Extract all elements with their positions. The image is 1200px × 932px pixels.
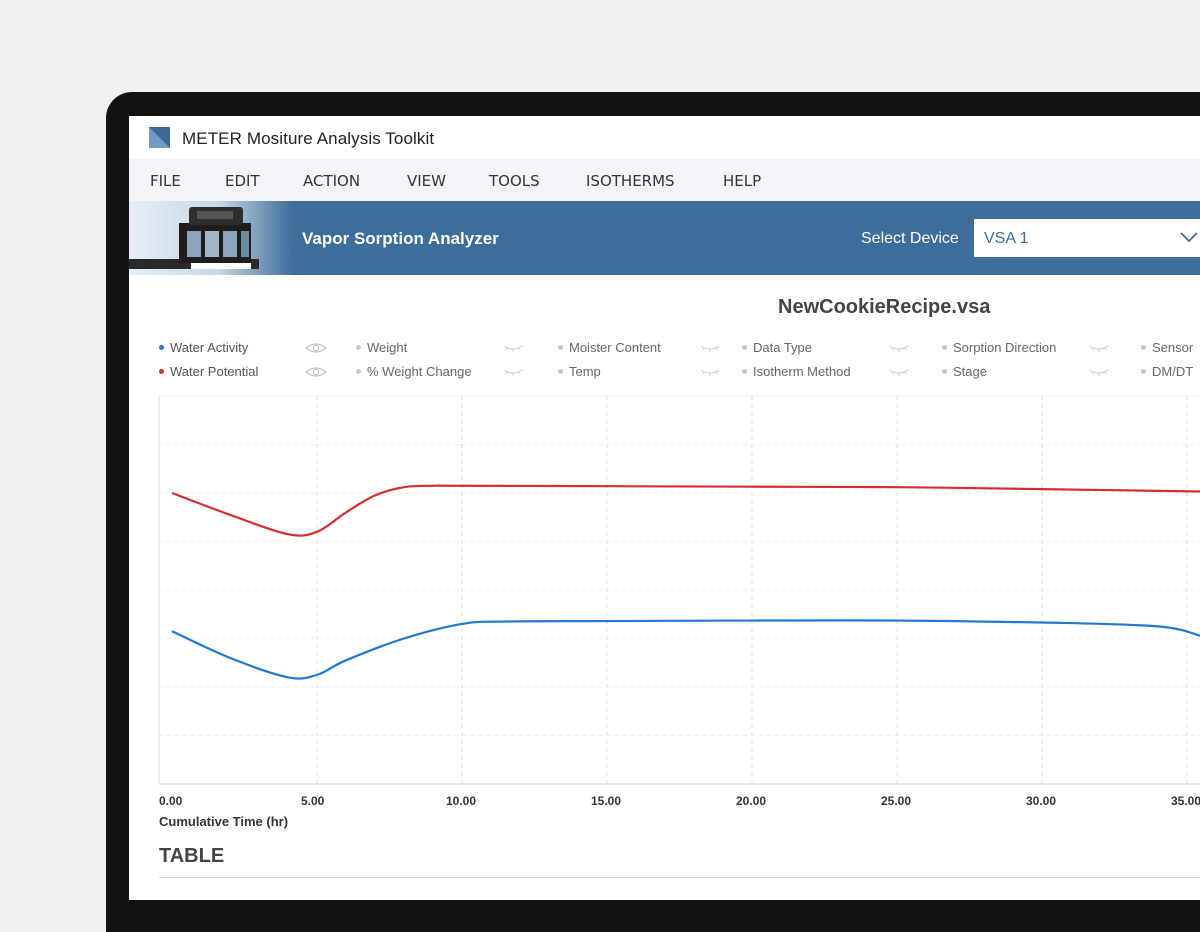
series-line-water-potential (171, 484, 1200, 537)
eye-closed-icon[interactable] (1088, 365, 1110, 379)
x-tick-label: 15.00 (591, 794, 622, 808)
document-title: NewCookieRecipe.vsa (778, 296, 991, 318)
legend-item-dm-dt[interactable]: DM/DT (1141, 364, 1193, 379)
legend-item-moister-content[interactable]: Moister Content (558, 340, 661, 355)
x-tick-label: 0.00 (159, 794, 183, 808)
device-select-value: VSA 1 (984, 230, 1029, 247)
x-tick-label: 5.00 (301, 794, 325, 808)
table-section-title: TABLE (159, 845, 225, 867)
menu-action[interactable]: ACTION (303, 172, 361, 190)
legend-marker (742, 369, 747, 374)
legend-label: Water Potential (170, 364, 259, 379)
legend-label: DM/DT (1152, 364, 1194, 379)
legend-item--weight-change[interactable]: % Weight Change (356, 364, 472, 379)
analyzer-device-image (129, 201, 293, 275)
legend-marker (356, 345, 361, 350)
eye-closed-icon[interactable] (699, 341, 721, 355)
x-tick-label: 35.00 (1171, 794, 1200, 808)
legend-label: % Weight Change (367, 364, 472, 379)
menu-tools[interactable]: TOOLS (489, 172, 540, 190)
menu-help[interactable]: HELP (723, 172, 762, 190)
legend-marker (356, 369, 361, 374)
app-title: METER Mositure Analysis Toolkit (182, 129, 435, 148)
menu-bar: FILE EDIT ACTION VIEW TOOLS ISOTHERMS HE… (129, 159, 1200, 201)
legend-marker (1141, 369, 1146, 374)
legend-label: Isotherm Method (753, 364, 851, 379)
legend-item-water-activity[interactable]: Water Activity (159, 340, 248, 355)
table-divider (159, 877, 1200, 878)
legend-item-weight[interactable]: Weight (356, 340, 407, 355)
eye-icon[interactable] (305, 341, 327, 355)
legend-item-water-potential[interactable]: Water Potential (159, 364, 258, 379)
meter-logo-icon (149, 127, 170, 148)
menu-edit[interactable]: EDIT (225, 172, 260, 190)
legend-label: Sensor (1152, 340, 1194, 355)
legend-label: Moister Content (569, 340, 661, 355)
legend-marker (1141, 345, 1146, 350)
legend-label: Temp (569, 364, 601, 379)
legend-item-isotherm-method[interactable]: Isotherm Method (742, 364, 851, 379)
device-select[interactable]: VSA 1 (974, 219, 1200, 257)
x-tick-label: 25.00 (881, 794, 912, 808)
eye-closed-icon[interactable] (1088, 341, 1110, 355)
eye-closed-icon[interactable] (888, 365, 910, 379)
x-tick-label: 10.00 (446, 794, 477, 808)
chevron-down-icon (1180, 232, 1198, 243)
legend-marker (159, 369, 164, 374)
device-banner: Vapor Sorption Analyzer Select Device VS… (129, 201, 1200, 275)
title-bar: METER Mositure Analysis Toolkit (129, 116, 1200, 159)
legend-label: Water Activity (170, 340, 249, 355)
eye-icon[interactable] (305, 365, 327, 379)
legend-marker (742, 345, 747, 350)
legend-marker (942, 345, 947, 350)
legend-item-sorption-direction[interactable]: Sorption Direction (942, 340, 1056, 355)
legend-marker (558, 345, 563, 350)
eye-closed-icon[interactable] (699, 365, 721, 379)
eye-closed-icon[interactable] (502, 341, 524, 355)
x-tick-label: 30.00 (1026, 794, 1057, 808)
x-axis-title: Cumulative Time (hr) (159, 814, 289, 829)
menu-file[interactable]: FILE (150, 172, 181, 190)
series-line-water-activity (171, 619, 1200, 680)
legend-marker (942, 369, 947, 374)
menu-view[interactable]: VIEW (407, 172, 446, 190)
legend-item-data-type[interactable]: Data Type (742, 340, 812, 355)
eye-closed-icon[interactable] (502, 365, 524, 379)
legend-label: Weight (367, 340, 408, 355)
x-tick-label: 20.00 (736, 794, 767, 808)
legend-marker (558, 369, 563, 374)
app-window: METER Mositure Analysis Toolkit FILE EDI… (129, 116, 1200, 900)
eye-closed-icon[interactable] (888, 341, 910, 355)
vapor-sorption-analyzer-icon (129, 207, 259, 269)
menu-isotherms[interactable]: ISOTHERMS (586, 172, 675, 190)
legend-item-sensor[interactable]: Sensor (1141, 340, 1193, 355)
line-chart (158, 395, 1200, 785)
legend-marker (159, 345, 164, 350)
legend-label: Stage (953, 364, 987, 379)
banner-title: Vapor Sorption Analyzer (302, 229, 499, 248)
select-device-label: Select Device (861, 230, 959, 247)
legend-item-temp[interactable]: Temp (558, 364, 601, 379)
legend-label: Data Type (753, 340, 813, 355)
legend-item-stage[interactable]: Stage (942, 364, 987, 379)
legend-label: Sorption Direction (953, 340, 1057, 355)
